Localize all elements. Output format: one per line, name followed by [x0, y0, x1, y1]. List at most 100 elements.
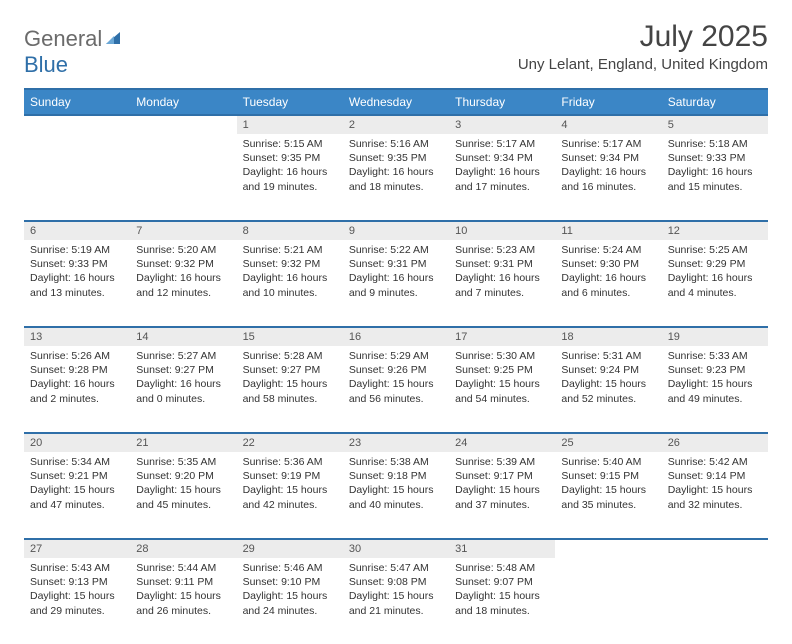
- daylight-line: Daylight: 15 hours and 24 minutes.: [243, 589, 337, 617]
- week-number-row: 13141516171819: [24, 326, 768, 346]
- day-cell: Sunrise: 5:30 AMSunset: 9:25 PMDaylight:…: [449, 346, 555, 432]
- week-number-row: 12345: [24, 114, 768, 134]
- sunrise-line: Sunrise: 5:36 AM: [243, 455, 337, 469]
- day-number-cell: 13: [24, 326, 130, 346]
- day-cell: Sunrise: 5:24 AMSunset: 9:30 PMDaylight:…: [555, 240, 661, 326]
- sunrise-line: Sunrise: 5:19 AM: [30, 243, 124, 257]
- sunrise-line: Sunrise: 5:25 AM: [668, 243, 762, 257]
- day-cell: Sunrise: 5:48 AMSunset: 9:07 PMDaylight:…: [449, 558, 555, 644]
- daylight-line: Daylight: 16 hours and 17 minutes.: [455, 165, 549, 193]
- day-header: Monday: [130, 89, 236, 114]
- sunset-line: Sunset: 9:13 PM: [30, 575, 124, 589]
- day-cell: Sunrise: 5:34 AMSunset: 9:21 PMDaylight:…: [24, 452, 130, 538]
- day-number: 7: [130, 220, 236, 240]
- daylight-line: Daylight: 15 hours and 40 minutes.: [349, 483, 443, 511]
- day-number: [130, 114, 236, 134]
- day-cell: Sunrise: 5:36 AMSunset: 9:19 PMDaylight:…: [237, 452, 343, 538]
- day-details: Sunrise: 5:21 AMSunset: 9:32 PMDaylight:…: [237, 240, 343, 304]
- week-body-row: Sunrise: 5:15 AM Sunset: 9:35 PM Daylight:…: [24, 134, 768, 220]
- daylight-line: Daylight: 16 hours and 15 minutes.: [668, 165, 762, 193]
- day-number-cell: 10: [449, 220, 555, 240]
- daylight-line: Daylight: 16 hours and 16 minutes.: [561, 165, 655, 193]
- sunrise-line: Sunrise: 5:15 AM: [243, 137, 337, 151]
- day-details: Sunrise: 5:34 AMSunset: 9:21 PMDaylight:…: [24, 452, 130, 516]
- day-details: Sunrise: 5:17 AMSunset: 9:34 PMDaylight:…: [449, 134, 555, 198]
- day-number: 16: [343, 326, 449, 346]
- day-number-cell: 29: [237, 538, 343, 558]
- daylight-line: Daylight: 15 hours and 32 minutes.: [668, 483, 762, 511]
- sunset-line: Sunset: 9:07 PM: [455, 575, 549, 589]
- day-cell: [662, 558, 768, 644]
- sunset-line: Sunset: 9:33 PM: [668, 151, 762, 165]
- day-cell: Sunrise: 5:23 AMSunset: 9:31 PMDaylight:…: [449, 240, 555, 326]
- day-header: Saturday: [662, 89, 768, 114]
- day-cell: Sunrise: 5:16 AMSunset: 9:35 PMDaylight:…: [343, 134, 449, 220]
- sunrise-line: Sunrise: 5:20 AM: [136, 243, 230, 257]
- sunset-line: Sunset: 9:32 PM: [243, 257, 337, 271]
- sunset-line: Sunset: 9:10 PM: [243, 575, 337, 589]
- sunset-line: Sunset: 9:27 PM: [136, 363, 230, 377]
- daylight-line: Daylight: 15 hours and 58 minutes.: [243, 377, 337, 405]
- sunrise-line: Sunrise: 5:31 AM: [561, 349, 655, 363]
- day-details: Sunrise: 5:29 AMSunset: 9:26 PMDaylight:…: [343, 346, 449, 410]
- day-number-cell: 30: [343, 538, 449, 558]
- day-number-cell: 21: [130, 432, 236, 452]
- sunrise-line: Sunrise: 5:21 AM: [243, 243, 337, 257]
- day-details: Sunrise: 5:19 AMSunset: 9:33 PMDaylight:…: [24, 240, 130, 304]
- day-number: [24, 114, 130, 134]
- day-number-cell: 15: [237, 326, 343, 346]
- sunrise-line: Sunrise: 5:28 AM: [243, 349, 337, 363]
- day-number-cell: 27: [24, 538, 130, 558]
- day-number-cell: [130, 114, 236, 134]
- sunrise-line: Sunrise: 5:27 AM: [136, 349, 230, 363]
- day-cell: Sunrise: 5:26 AMSunset: 9:28 PMDaylight:…: [24, 346, 130, 432]
- day-header: Friday: [555, 89, 661, 114]
- day-details: Sunrise: 5:31 AMSunset: 9:24 PMDaylight:…: [555, 346, 661, 410]
- daylight-line: Daylight: 15 hours and 37 minutes.: [455, 483, 549, 511]
- sunrise-line: Sunrise: 5:17 AM: [455, 137, 549, 151]
- day-number: 17: [449, 326, 555, 346]
- day-details: Sunrise: 5:25 AMSunset: 9:29 PMDaylight:…: [662, 240, 768, 304]
- day-details: Sunrise: 5:30 AMSunset: 9:25 PMDaylight:…: [449, 346, 555, 410]
- day-number-cell: 11: [555, 220, 661, 240]
- week-body-row: Sunrise: 5:26 AMSunset: 9:28 PMDaylight:…: [24, 346, 768, 432]
- day-number: 18: [555, 326, 661, 346]
- day-header: Wednesday: [343, 89, 449, 114]
- day-details: Sunrise: 5:39 AMSunset: 9:17 PMDaylight:…: [449, 452, 555, 516]
- daylight-line: Daylight: 16 hours and 12 minutes.: [136, 271, 230, 299]
- sunrise-line: Sunrise: 5:38 AM: [349, 455, 443, 469]
- day-details: Sunrise: 5:24 AMSunset: 9:30 PMDaylight:…: [555, 240, 661, 304]
- day-details: Sunrise: 5:22 AMSunset: 9:31 PMDaylight:…: [343, 240, 449, 304]
- sunset-line: Sunset: 9:26 PM: [349, 363, 443, 377]
- sunrise-line: Sunrise: 5:23 AM: [455, 243, 549, 257]
- day-number-cell: 24: [449, 432, 555, 452]
- sunrise-line: Sunrise: 5:35 AM: [136, 455, 230, 469]
- day-number-cell: 1: [237, 114, 343, 134]
- day-details: Sunrise: 5:15 AMSunset: 9:35 PMDaylight:…: [237, 134, 343, 198]
- day-number: 23: [343, 432, 449, 452]
- daylight-line: Daylight: 16 hours and 4 minutes.: [668, 271, 762, 299]
- day-number-cell: 2: [343, 114, 449, 134]
- day-details: Sunrise: 5:40 AMSunset: 9:15 PMDaylight:…: [555, 452, 661, 516]
- day-cell: Sunrise: 5:43 AMSunset: 9:13 PMDaylight:…: [24, 558, 130, 644]
- day-number-cell: 9: [343, 220, 449, 240]
- day-number-cell: 25: [555, 432, 661, 452]
- logo: GeneralBlue: [24, 20, 124, 78]
- sunset-line: Sunset: 9:34 PM: [455, 151, 549, 165]
- sunset-line: Sunset: 9:35 PM: [349, 151, 443, 165]
- day-number: [662, 538, 768, 558]
- daylight-line: Daylight: 16 hours and 0 minutes.: [136, 377, 230, 405]
- day-number-cell: 20: [24, 432, 130, 452]
- day-number: 4: [555, 114, 661, 134]
- day-number-cell: 4: [555, 114, 661, 134]
- day-details: Sunrise: 5:35 AMSunset: 9:20 PMDaylight:…: [130, 452, 236, 516]
- day-cell: Sunrise: 5:17 AMSunset: 9:34 PMDaylight:…: [449, 134, 555, 220]
- day-header: Thursday: [449, 89, 555, 114]
- day-number-cell: 12: [662, 220, 768, 240]
- sunrise-line: Sunrise: 5:16 AM: [349, 137, 443, 151]
- logo-part2: Blue: [24, 52, 68, 77]
- week-number-row: 6789101112: [24, 220, 768, 240]
- sunset-line: Sunset: 9:33 PM: [30, 257, 124, 271]
- daylight-line: Daylight: 16 hours and 13 minutes.: [30, 271, 124, 299]
- day-number: 28: [130, 538, 236, 558]
